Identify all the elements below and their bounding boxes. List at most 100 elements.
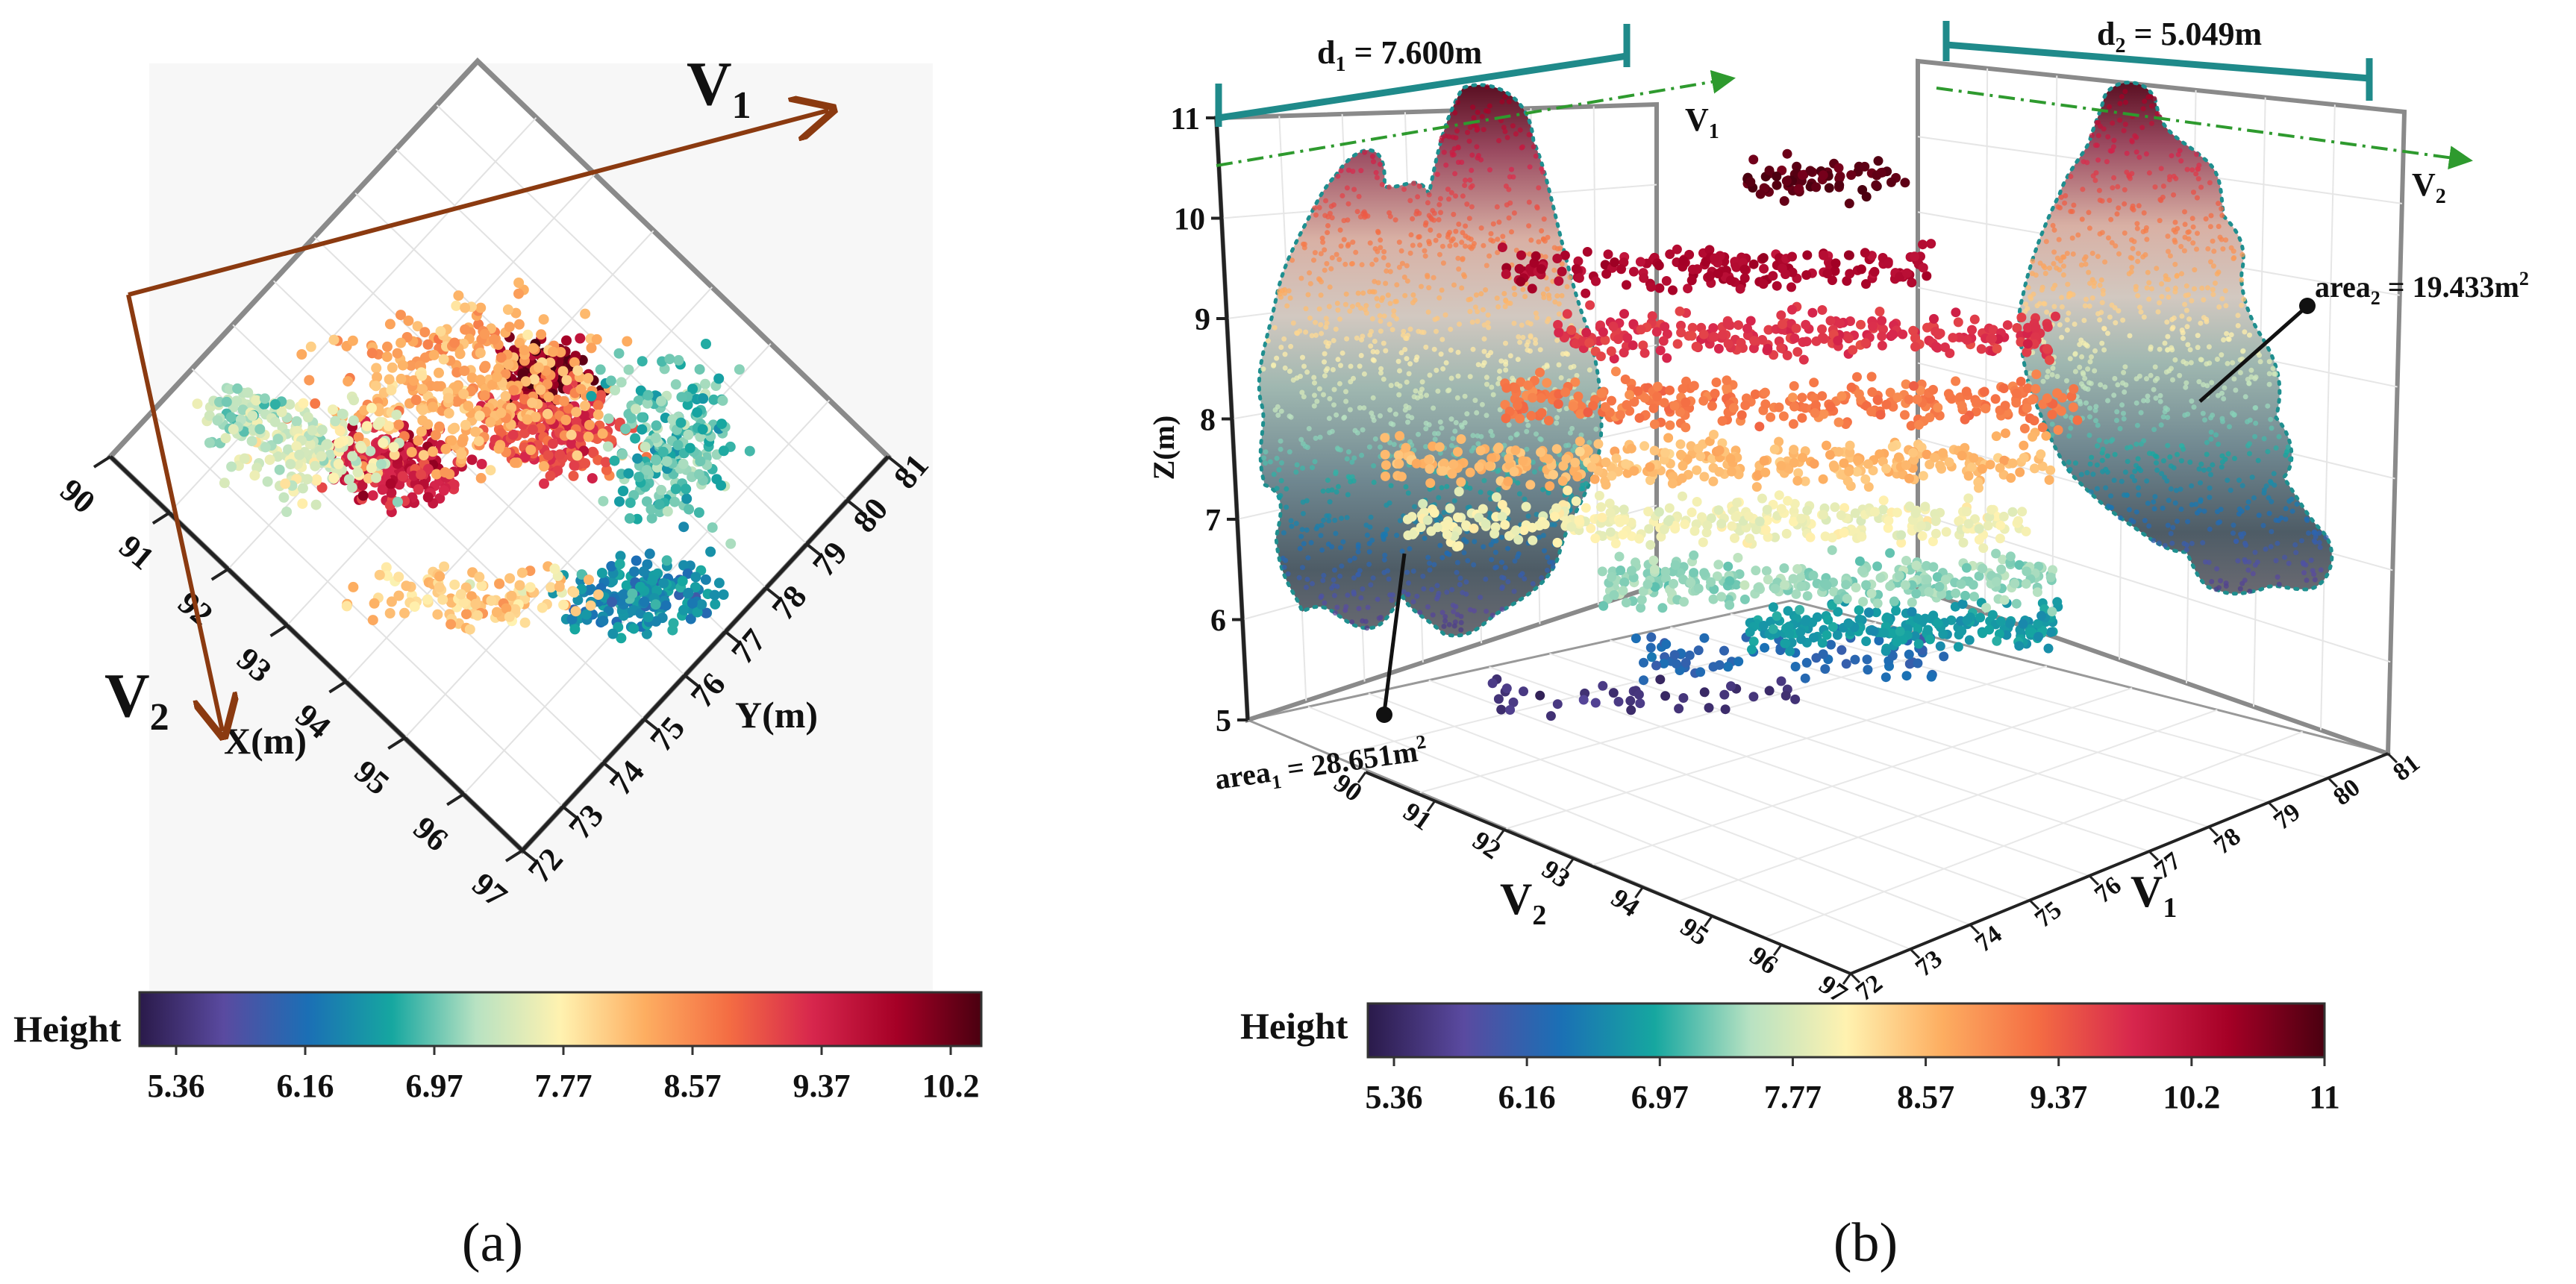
- panel-b-y-tick: [2028, 899, 2040, 910]
- panel-b-colorbar-tick-label: 8.57: [1897, 1079, 1954, 1115]
- panel-b-area2-dot: [2299, 298, 2316, 314]
- panel-b-y-tick-label: 80: [2328, 774, 2366, 811]
- panel-b-colorbar-tick-label: 10.2: [2163, 1079, 2220, 1115]
- panel-a-v2-label: V2: [104, 661, 169, 739]
- panel-a-colorbar-tick-label: 6.97: [406, 1068, 463, 1104]
- panel-b-v2-axis-label: V2: [1500, 874, 1546, 931]
- panel-a-x-tick-label: 90: [54, 472, 102, 521]
- panel-b-x-tick-label: 93: [1536, 854, 1575, 894]
- panel-b-z-ticks: 5 6 7 8 9 10 11: [1170, 102, 1248, 739]
- panel-b-colorbar-tick-label: 9.37: [2030, 1079, 2087, 1115]
- panel-a-y-axis: [521, 455, 890, 852]
- panel-a-x-tick: [504, 849, 524, 862]
- panel-b-colorbar: [1366, 1002, 2326, 1059]
- panel-a-x-tick: [387, 736, 406, 750]
- panel-b-d1-label: d1 = 7.600m: [1317, 34, 1482, 76]
- panel-b-v1-direction-label: V1: [1685, 101, 1719, 143]
- panel-a-y-tick: [684, 674, 701, 689]
- panel-b-y-tick-label: 74: [1970, 921, 2007, 958]
- panel-b-v2-direction: [1936, 87, 2473, 170]
- panel-b-z-tick-label: 10: [1174, 203, 1205, 237]
- panel-a-colorbar: [138, 991, 983, 1047]
- panel-a-y-tick: [887, 455, 904, 470]
- panel-b-projection-v2-points: [2017, 89, 2329, 594]
- panel-a-y-axis-label: Y(m): [735, 694, 818, 736]
- panel-a-colorbar-tick-label: 7.77: [535, 1068, 593, 1104]
- panel-a-x-tick: [269, 624, 288, 637]
- panel-b-z-tick-label: 11: [1170, 102, 1200, 137]
- panel-b-d2-dimension: d2 = 5.049m: [1942, 16, 2373, 101]
- panel-a-y-tick: [765, 586, 782, 601]
- panel-b-y-axis: [1850, 752, 2389, 975]
- panel-a-colorbar-tick-label: 10.2: [922, 1068, 980, 1104]
- panel-b-x-tick: [1357, 771, 1367, 783]
- panel-a-colorbar-tick-label: 6.16: [277, 1068, 334, 1104]
- panel-b-caption: (b): [1833, 1212, 1898, 1274]
- panel-b-y-tick: [1909, 948, 1921, 959]
- panel-b-z-axis-label: Z(m): [1147, 416, 1181, 480]
- panel-a-colorbar-tick-label: 8.57: [664, 1068, 722, 1104]
- panel-b-y-tick: [1849, 972, 1861, 984]
- panel-a-y-tick: [643, 718, 660, 733]
- panel-a-colorbar-tick-label: 5.36: [148, 1068, 205, 1104]
- panel-a-v1-arrow: [128, 110, 828, 297]
- panel-b-y-tick: [2267, 801, 2279, 812]
- panel-b-y-tick: [2088, 874, 2100, 886]
- panel-a-y-tick: [846, 499, 863, 514]
- panel-b-area2-label: area2 = 19.433m2: [2315, 268, 2529, 309]
- panel-a-v2-arrow: [126, 294, 222, 731]
- panel-b-z-tick-label: 5: [1216, 704, 1231, 739]
- panel-b-x-tick: [1842, 973, 1852, 985]
- panel-a-y-tick: [602, 762, 620, 777]
- panel-a-x-tick: [328, 680, 347, 694]
- panel-b-y-tick-label: 78: [2209, 823, 2246, 860]
- panel-b-x-tick-label: 95: [1675, 912, 1714, 951]
- panel-b-y-tick-label: 73: [1910, 945, 1948, 982]
- panel-b-colorbar-tick-label: 7.77: [1764, 1079, 1822, 1115]
- panel-b-x-tick: [1426, 800, 1437, 812]
- panel-b-y-tick-label: 75: [2030, 896, 2067, 933]
- panel-b-area2-leader: [2198, 306, 2307, 403]
- panel-b-x-tick: [1634, 886, 1644, 899]
- panel-b-x-tick: [1704, 915, 1713, 927]
- panel-b-y-tick-label: 72: [1851, 969, 1888, 1006]
- panel-a-colorbar-label: Height: [13, 1008, 122, 1050]
- panel-b-v1-axis-label: V1: [2130, 867, 2177, 924]
- panel-b-y-tick-label: 76: [2089, 871, 2127, 909]
- panel-b-y-tick: [2148, 851, 2160, 862]
- panel-b-point-cloud: [1380, 148, 2083, 721]
- panel-b-y-tick: [2386, 752, 2398, 764]
- panel-b-x-tick: [1565, 857, 1575, 870]
- panel-a-y-tick: [805, 542, 823, 557]
- panel-b-y-tick: [1969, 924, 1981, 935]
- panel-b-colorbar-tick-label: 6.16: [1498, 1079, 1556, 1115]
- panel-b-colorbar-tick-label: 11: [2309, 1079, 2340, 1115]
- panel-b-x-tick-label: 91: [1398, 796, 1437, 836]
- panel-b-d2-label: d2 = 5.049m: [2097, 16, 2262, 57]
- panel-a-caption: (a): [462, 1212, 523, 1274]
- panel-a-x-tick: [210, 568, 229, 581]
- panel-b-x-tick: [1495, 829, 1505, 842]
- panel-b-colorbar-ticks: 5.36 6.16 6.97 7.77 8.57 9.37 10.2 11: [1366, 1057, 2340, 1115]
- panel-b-colorbar-tick-label: 5.36: [1366, 1079, 1423, 1115]
- panel-b-colorbar-label: Height: [1240, 1005, 1348, 1047]
- panel-a-y-tick: [521, 849, 539, 864]
- panel-b-area1-dot: [1376, 707, 1392, 723]
- panel-a-point-cloud: [192, 278, 755, 644]
- panel-b-z-tick-label: 6: [1210, 604, 1226, 639]
- panel-b-z-tick-label: 9: [1195, 303, 1210, 337]
- panel-a-x-axis-label: X(m): [224, 720, 307, 762]
- panel-a-colorbar-tick-label: 9.37: [793, 1068, 851, 1104]
- panel-a-x-tick: [93, 455, 112, 469]
- panel-b-x-tick-label: 96: [1745, 940, 1783, 980]
- panel-b-y-tick-label: 81: [2388, 749, 2425, 786]
- panel-b-v2-direction-label: V2: [2412, 166, 2446, 208]
- panel-a-colorbar-ticks: 5.36 6.16 6.97 7.77 8.57 9.37 10.2: [148, 1046, 980, 1104]
- panel-b-d1-dimension: d1 = 7.600m: [1215, 24, 1631, 127]
- panel-b-x-tick-label: 94: [1606, 883, 1645, 922]
- panel-a-x-tick: [151, 511, 170, 525]
- panel-a-v1-label: V1: [687, 49, 751, 127]
